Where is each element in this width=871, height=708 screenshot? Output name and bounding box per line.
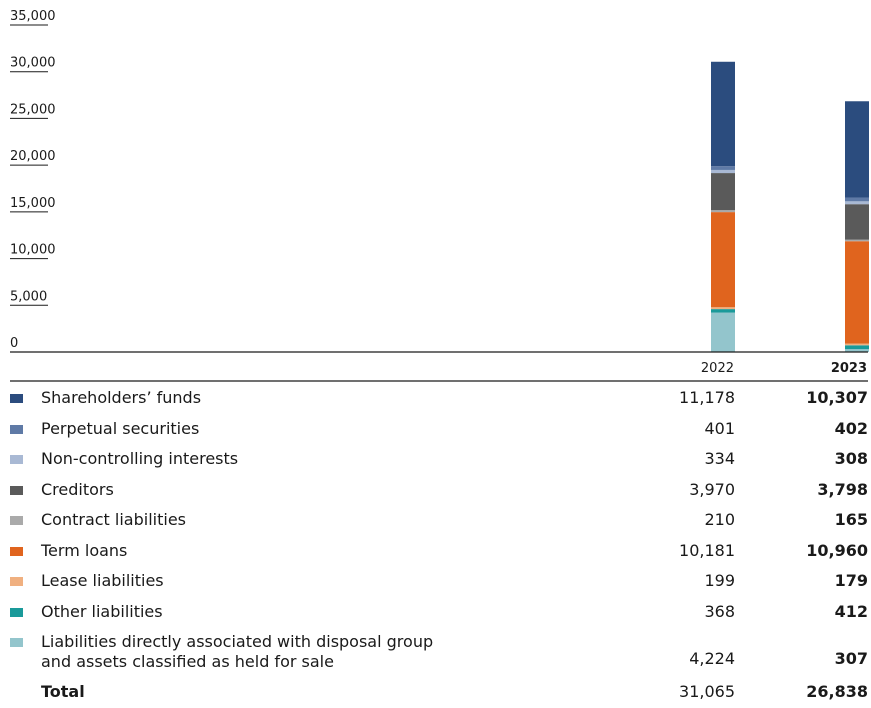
table-row: Lease liabilities 199 179	[10, 566, 868, 597]
value-2022: 11,178	[679, 388, 735, 407]
y-axis-ticks: 0 5,000 10,000 15,000 20,000 25,000 30,000 35,0…	[10, 9, 56, 353]
value-2023: 412	[834, 601, 868, 621]
table-total-row: Total 31,065 26,838	[10, 677, 868, 708]
row-label: Contract liabilities	[41, 510, 186, 529]
total-label: Total	[41, 682, 85, 701]
bar-segment	[711, 312, 735, 352]
y-tick-label: 15,000	[10, 196, 56, 211]
bar-segment	[845, 239, 869, 242]
table-row: Perpetual securities 401 402	[10, 414, 868, 445]
table-row: Non-controlling interests 334 308	[10, 444, 868, 475]
row-label: Creditors	[41, 479, 114, 499]
legend-swatch	[10, 394, 23, 403]
legend-swatch	[10, 455, 23, 464]
value-2022: 210	[704, 510, 735, 529]
legend-swatch	[10, 607, 23, 617]
bar-segment	[845, 343, 869, 346]
total-2023: 26,838	[806, 682, 868, 701]
year-label-2022: 2022	[701, 361, 734, 376]
bar-segment	[711, 169, 735, 174]
value-2023: 179	[834, 571, 868, 590]
legend-swatch	[10, 546, 23, 556]
value-2022: 334	[704, 449, 735, 468]
table-row: Contract liabilities 210 165	[10, 505, 868, 536]
y-tick-label: 10,000	[10, 243, 56, 258]
row-label: Other liabilities	[41, 601, 163, 621]
bar-segment	[711, 309, 735, 313]
data-table: Shareholders’ funds 11,178 10,307 Perpet…	[10, 383, 868, 708]
value-2022: 3,970	[689, 479, 735, 499]
row-label-line-1: Liabilities directly associated with dis…	[41, 632, 434, 651]
table-row: Liabilities directly associated with dis…	[10, 627, 868, 677]
value-2023: 308	[834, 449, 868, 468]
bar-segment	[845, 241, 869, 344]
bar-segment	[711, 61, 735, 167]
legend-swatch	[10, 485, 23, 495]
table-row: Other liabilities 368 412	[10, 597, 868, 628]
bar-segment	[845, 349, 869, 352]
year-label-2023: 2023	[831, 361, 867, 376]
value-2022: 368	[704, 601, 735, 621]
table-row: Term loans 10,181 10,960	[10, 536, 868, 567]
table-row: Shareholders’ funds 11,178 10,307	[10, 383, 868, 414]
bar-segment	[845, 204, 869, 240]
row-label: Term loans	[41, 540, 128, 560]
legend-swatch	[10, 577, 23, 586]
row-label: Lease liabilities	[41, 571, 164, 590]
row-label: Liabilities directly associated with dis…	[41, 632, 433, 672]
value-2023: 307	[834, 649, 868, 668]
row-label-line-2: and assets classified as held for sale	[41, 652, 334, 671]
row-label: Shareholders’ funds	[41, 388, 202, 407]
y-tick-label: 0	[10, 336, 18, 351]
table-row: Creditors 3,970 3,798	[10, 475, 868, 506]
row-label: Non-controlling interests	[41, 449, 239, 468]
legend-swatch	[10, 638, 23, 647]
bar-stacks	[711, 61, 869, 352]
value-2023: 10,960	[806, 540, 868, 560]
y-tick-label: 25,000	[10, 102, 56, 117]
y-tick-label: 30,000	[10, 56, 56, 71]
value-2023: 3,798	[817, 479, 868, 499]
bar-segment	[845, 197, 869, 202]
legend-swatch	[10, 424, 23, 434]
total-2022: 31,065	[679, 682, 735, 701]
value-2022: 4,224	[689, 649, 735, 668]
bar-segment	[845, 345, 869, 350]
value-2022: 401	[704, 418, 735, 438]
value-2023: 165	[834, 510, 868, 529]
row-label: Perpetual securities	[41, 418, 200, 438]
value-2023: 402	[834, 418, 868, 438]
bar-segment	[711, 210, 735, 213]
value-2022: 199	[704, 571, 735, 590]
y-tick-label: 20,000	[10, 149, 56, 164]
legend-swatch	[10, 516, 23, 525]
bar-segment	[711, 173, 735, 211]
y-tick-label: 5,000	[10, 289, 47, 304]
value-2022: 10,181	[679, 540, 735, 560]
bar-segment	[711, 212, 735, 308]
bar-segment	[845, 201, 869, 205]
value-2023: 10,307	[806, 388, 868, 407]
stacked-bar-chart: 0 5,000 10,000 15,000 20,000 25,000 30,000 35,0…	[10, 9, 869, 382]
bar-segment	[711, 307, 735, 310]
bar-segment	[845, 101, 869, 198]
bar-segment	[711, 166, 735, 170]
y-tick-label: 35,000	[10, 9, 56, 24]
